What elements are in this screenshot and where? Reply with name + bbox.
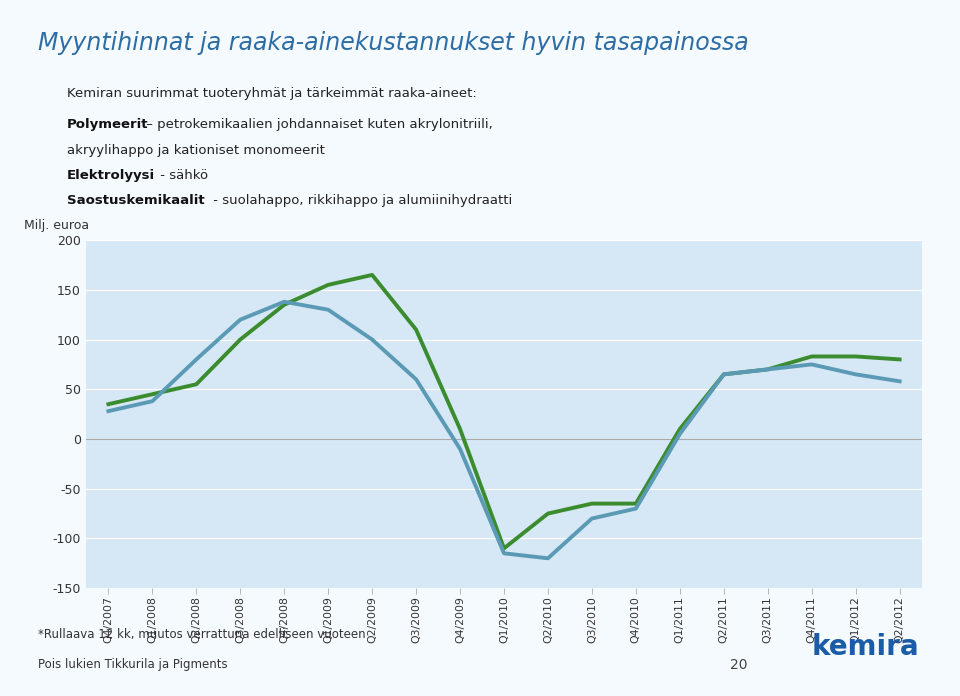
Text: akryylihappo ja kationiset monomeerit: akryylihappo ja kationiset monomeerit <box>67 144 325 157</box>
Text: - suolahappo, rikkihappo ja alumiinihydraatti: - suolahappo, rikkihappo ja alumiinihydr… <box>209 194 513 207</box>
Text: - sähkö: - sähkö <box>156 169 208 182</box>
Text: *Rullaava 12 kk, muutos verrattuna edelliseen vuoteen: *Rullaava 12 kk, muutos verrattuna edell… <box>38 628 366 641</box>
Text: Kemiran suurimmat tuoteryhmät ja tärkeimmät raaka-aineet:: Kemiran suurimmat tuoteryhmät ja tärkeim… <box>67 87 477 100</box>
Text: Myyntihinnat ja raaka-ainekustannukset hyvin tasapainossa: Myyntihinnat ja raaka-ainekustannukset h… <box>38 31 749 55</box>
Text: – petrokemikaalien johdannaiset kuten akrylonitriili,: – petrokemikaalien johdannaiset kuten ak… <box>142 118 492 132</box>
Text: 20: 20 <box>730 658 747 672</box>
Text: Polymeerit: Polymeerit <box>67 118 149 132</box>
Text: Milj. euroa: Milj. euroa <box>24 219 89 232</box>
Text: Pois lukien Tikkurila ja Pigments: Pois lukien Tikkurila ja Pigments <box>38 658 228 671</box>
Text: Elektrolyysi: Elektrolyysi <box>67 169 156 182</box>
Text: Saostuskemikaalit: Saostuskemikaalit <box>67 194 204 207</box>
Text: kemira: kemira <box>811 633 919 661</box>
